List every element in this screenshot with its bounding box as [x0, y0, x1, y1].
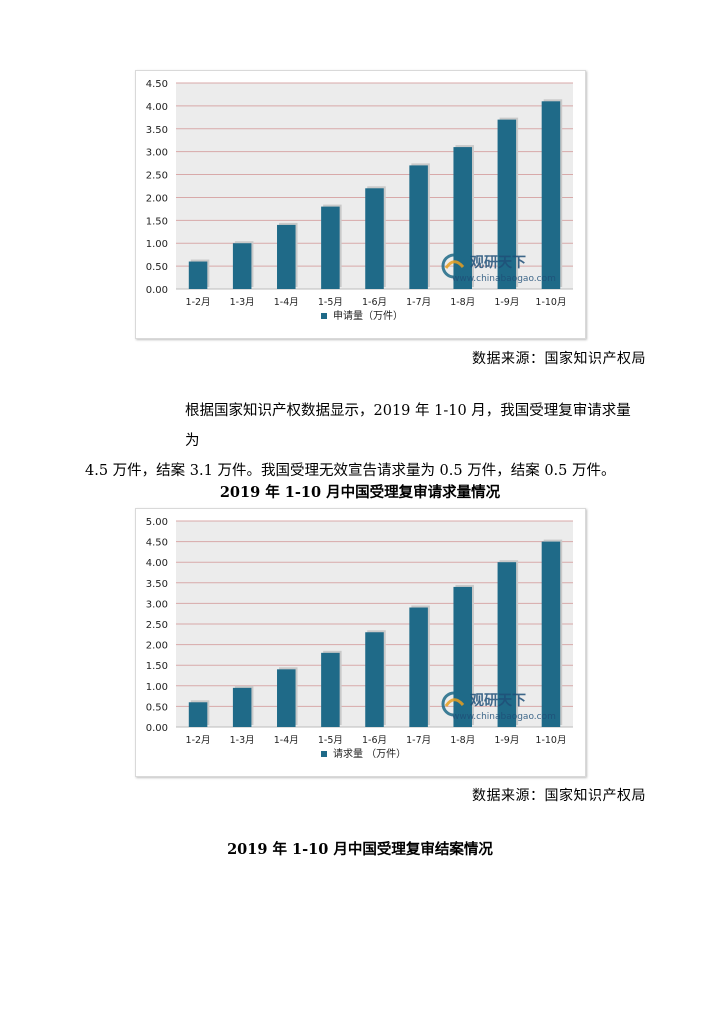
bar — [277, 224, 296, 289]
y-tick-label: 2.00 — [146, 641, 168, 652]
watermark-logo: 观研天下 www.chinabaogao.com — [441, 691, 556, 722]
legend-swatch — [321, 751, 327, 757]
bar — [321, 652, 340, 727]
bar — [321, 206, 340, 289]
y-tick-label: 4.50 — [146, 79, 168, 90]
chart-1-svg: 0.00 0.50 1.00 1.50 2.00 2.50 3.00 3.50 4.00 4.50… — [146, 79, 573, 322]
x-tick-label: 1-4月 — [274, 297, 299, 308]
y-tick-label: 2.00 — [146, 193, 168, 204]
logo-ring-icon — [441, 253, 467, 279]
bar — [453, 147, 472, 289]
x-tick-label: 1-4月 — [274, 735, 299, 746]
y-tick-label: 5.00 — [146, 517, 168, 528]
y-tick-label: 1.00 — [146, 682, 168, 693]
y-tick-label: 1.00 — [146, 239, 168, 250]
bar — [188, 261, 208, 289]
caption-2: 2019 年 1-10 月中国受理复审结案情况 — [227, 841, 493, 858]
watermark-logo: 观研天下 www.chinabaogao.com — [441, 253, 556, 284]
bar — [453, 586, 472, 727]
y-tick-label: 0.00 — [146, 723, 168, 734]
bar — [188, 702, 208, 727]
caption-1: 2019 年 1-10 月中国受理复审请求量情况 — [219, 484, 501, 501]
watermark-url: www.chinabaogao.com — [452, 712, 556, 722]
bar — [232, 687, 252, 727]
y-tick-label: 3.00 — [146, 599, 168, 610]
y-tick-label: 3.00 — [146, 148, 168, 159]
watermark-brand: 观研天下 — [470, 693, 526, 709]
x-tick-label: 1-8月 — [450, 735, 475, 746]
chart-2-svg: 0.00 0.50 1.00 1.50 2.00 2.50 3.00 3.50 4.00 4.50… — [146, 517, 573, 760]
legend-swatch — [321, 313, 327, 319]
bar — [541, 101, 561, 289]
x-tick-label: 1-7月 — [406, 735, 431, 746]
x-tick-label: 1-9月 — [494, 297, 519, 308]
y-tick-label: 3.50 — [146, 579, 168, 590]
chart-2: 0.00 0.50 1.00 1.50 2.00 2.50 3.00 3.50 4.00 4.50… — [135, 508, 586, 777]
x-tick-label: 1-2月 — [186, 735, 211, 746]
y-tick-label: 2.50 — [146, 171, 168, 182]
y-tick-label: 0.50 — [146, 262, 168, 273]
logo-swoosh-icon — [444, 698, 465, 707]
x-tick-label: 1-10月 — [535, 297, 566, 308]
x-tick-label: 1-9月 — [494, 735, 519, 746]
bar — [541, 541, 561, 727]
y-tick-label: 2.50 — [146, 620, 168, 631]
x-tick-label: 1-7月 — [406, 297, 431, 308]
x-tick-label: 1-10月 — [535, 735, 566, 746]
y-tick-label: 4.50 — [146, 538, 168, 549]
x-tick-label: 1-5月 — [318, 735, 343, 746]
bar — [365, 632, 384, 727]
x-tick-label: 1-3月 — [230, 297, 255, 308]
legend-label: 请求量 （万件） — [333, 747, 406, 760]
x-tick-label: 1-5月 — [318, 297, 343, 308]
x-tick-label: 1-2月 — [186, 297, 211, 308]
bar — [232, 243, 252, 289]
chart-1: 0.00 0.50 1.00 1.50 2.00 2.50 3.00 3.50 4.00 4.50… — [135, 70, 586, 339]
x-tick-label: 1-8月 — [450, 297, 475, 308]
legend-label: 申请量（万件） — [333, 309, 403, 322]
y-tick-label: 4.00 — [146, 558, 168, 569]
watermark-brand: 观研天下 — [470, 255, 526, 271]
source-label-1: 数据来源：国家知识产权局 — [472, 351, 646, 367]
y-tick-label: 4.00 — [146, 102, 168, 113]
source-label-2: 数据来源：国家知识产权局 — [472, 788, 646, 804]
x-tick-label: 1-3月 — [230, 735, 255, 746]
x-tick-label: 1-6月 — [362, 735, 387, 746]
y-tick-label: 1.50 — [146, 216, 168, 227]
x-tick-label: 1-6月 — [362, 297, 387, 308]
y-tick-label: 0.00 — [146, 285, 168, 296]
y-tick-label: 0.50 — [146, 702, 168, 713]
body-paragraph: 根据国家知识产权数据显示，2019 年 1-10 月，我国受理复审请求量为 4.… — [85, 396, 635, 486]
watermark-url: www.chinabaogao.com — [452, 274, 556, 284]
bar — [409, 607, 428, 727]
bar — [409, 165, 428, 289]
bar — [277, 669, 296, 727]
bar — [497, 119, 517, 289]
paragraph-line-2: 4.5 万件，结案 3.1 万件。我国受理无效宣告请求量为 0.5 万件，结案 … — [85, 463, 616, 479]
bar — [365, 188, 384, 289]
bar — [497, 562, 517, 727]
logo-swoosh-icon — [444, 260, 465, 269]
y-tick-label: 1.50 — [146, 661, 168, 672]
logo-ring-icon — [441, 691, 467, 717]
paragraph-line-1: 根据国家知识产权数据显示，2019 年 1-10 月，我国受理复审请求量为 — [185, 403, 631, 449]
y-tick-label: 3.50 — [146, 125, 168, 136]
